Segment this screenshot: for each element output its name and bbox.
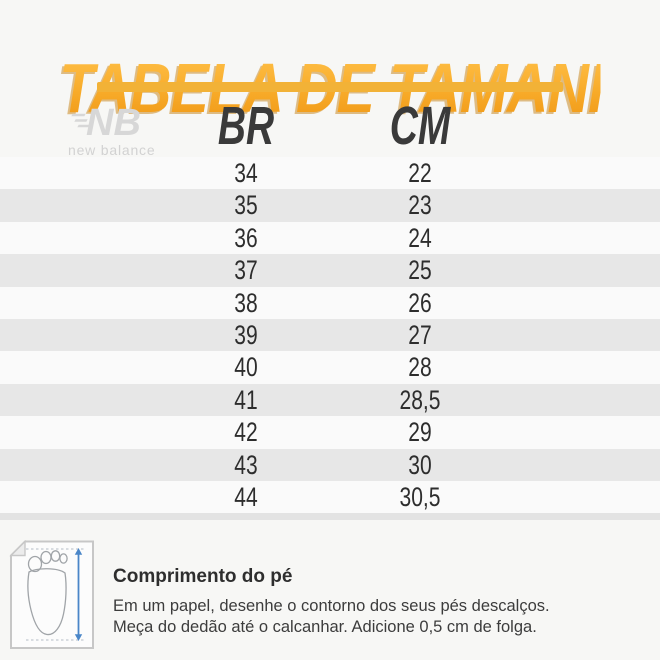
cm-size: 29	[408, 417, 432, 448]
cm-size: 30	[408, 449, 432, 480]
cm-size: 23	[408, 190, 432, 221]
table-row: 35 23	[0, 189, 660, 222]
cm-size: 22	[408, 158, 432, 188]
size-table: 34 22 35 23 36 24 37 25 38 26 39 27 40 2…	[0, 157, 660, 514]
table-header-row: NB new balance BR CM	[0, 95, 660, 158]
br-size: 42	[234, 417, 258, 448]
length-arrow-icon	[74, 548, 83, 641]
table-row: 44 30,5	[0, 480, 660, 514]
new-balance-logo: NB new balance	[66, 101, 162, 164]
table-row: 36 24	[0, 221, 660, 255]
br-size: 41	[234, 384, 258, 415]
title-underline	[97, 82, 563, 92]
br-size: 44	[234, 481, 258, 512]
cm-size: 26	[408, 287, 432, 318]
footer-instruction-line: Em um papel, desenhe o contorno dos seus…	[113, 597, 550, 615]
br-size: 35	[234, 190, 258, 221]
table-bottom-divider	[0, 513, 660, 521]
cm-size: 27	[408, 319, 432, 350]
cm-size: 25	[408, 255, 432, 286]
table-row: 38 26	[0, 286, 660, 319]
table-row: 34 22	[0, 157, 660, 190]
table-row: 41 28,5	[0, 383, 660, 417]
nb-logo-icon: NB new balance	[68, 102, 155, 158]
br-size: 34	[234, 158, 258, 188]
foot-measure-icon	[9, 540, 94, 649]
cm-size: 24	[408, 222, 432, 253]
table-row: 40 28	[0, 351, 660, 384]
cm-size: 30,5	[399, 481, 441, 512]
svg-text:new balance: new balance	[68, 142, 155, 158]
table-row: 37 25	[0, 254, 660, 287]
br-size: 37	[234, 255, 258, 286]
table-row: 39 27	[0, 318, 660, 352]
svg-text:NB: NB	[86, 102, 141, 144]
br-size: 38	[234, 287, 258, 318]
br-size: 40	[234, 352, 258, 383]
column-header-br: BR	[217, 96, 275, 156]
table-row: 43 30	[0, 448, 660, 481]
cm-size: 28,5	[399, 384, 441, 415]
br-size: 43	[234, 449, 258, 480]
table-row: 42 29	[0, 416, 660, 449]
footer-instruction-line: Meça do dedão até o calcanhar. Adicione …	[113, 617, 537, 636]
measure-instructions: Comprimento do pé Em um papel, desenhe o…	[8, 540, 652, 650]
column-header-cm: CM	[389, 96, 451, 156]
footer-heading: Comprimento do pé	[113, 566, 293, 587]
br-size: 39	[234, 319, 258, 350]
br-size: 36	[234, 222, 258, 253]
cm-size: 28	[408, 352, 432, 383]
footer-text-block: Comprimento do pé Em um papel, desenhe o…	[113, 540, 550, 650]
